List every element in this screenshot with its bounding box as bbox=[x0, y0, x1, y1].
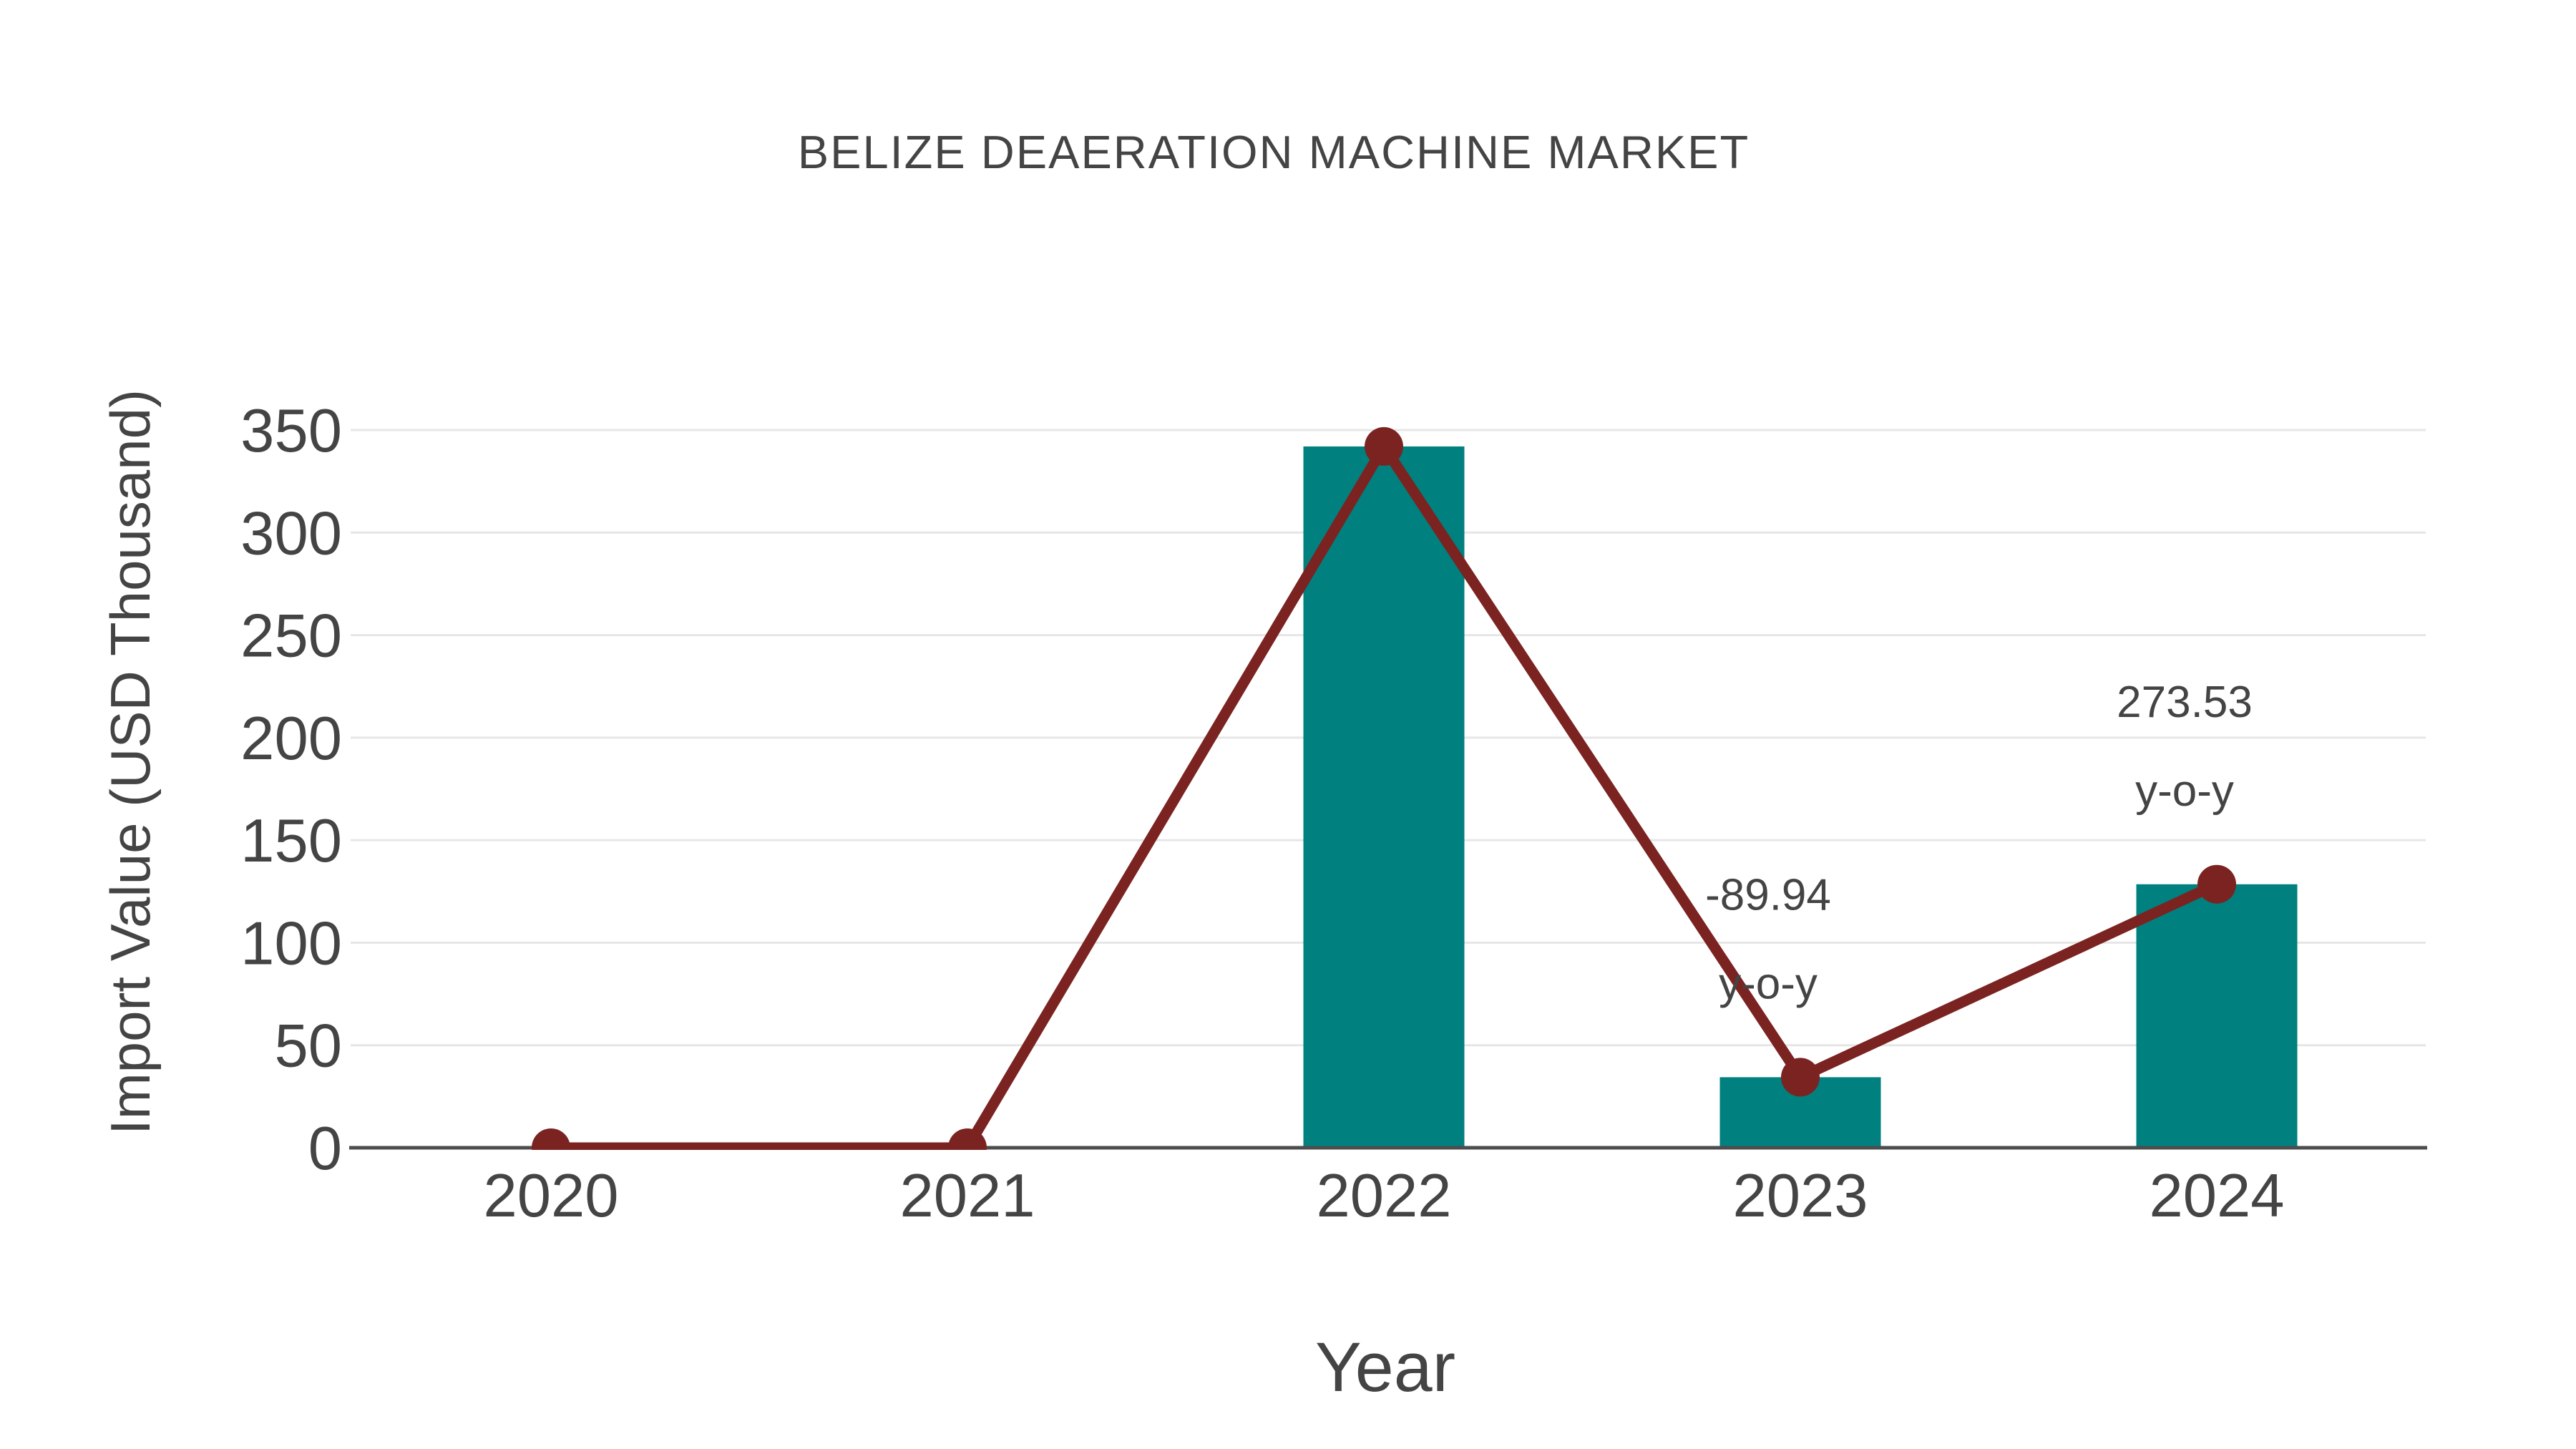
line-series bbox=[532, 426, 2236, 1167]
marker-2023[interactable] bbox=[1781, 1058, 1820, 1097]
annotation-2023-line1: -89.94 bbox=[1705, 870, 1831, 919]
x-axis-title: Year bbox=[1315, 1328, 1455, 1406]
marker-2021[interactable] bbox=[948, 1128, 987, 1167]
x-tick-2022: 2022 bbox=[1316, 1162, 1451, 1230]
marker-2024[interactable] bbox=[2197, 864, 2236, 904]
y-tick-0: 0 bbox=[308, 1115, 342, 1183]
bar-2022[interactable] bbox=[1303, 446, 1465, 1148]
x-tick-2024: 2024 bbox=[2149, 1162, 2284, 1230]
y-tick-50: 50 bbox=[274, 1013, 342, 1080]
x-tick-2021: 2021 bbox=[899, 1162, 1035, 1230]
x-tick-2020: 2020 bbox=[483, 1162, 618, 1230]
y-tick-300: 300 bbox=[240, 499, 342, 567]
y-tick-200: 200 bbox=[240, 705, 342, 773]
x-tick-2023: 2023 bbox=[1732, 1162, 1868, 1230]
annotation-2024-line1: 273.53 bbox=[2117, 678, 2253, 727]
annotation-2023-line2: y-o-y bbox=[1719, 959, 1818, 1008]
marker-2022[interactable] bbox=[1365, 426, 1403, 466]
y-axis-title: Import Value (USD Thousand) bbox=[99, 389, 162, 1135]
marker-2020[interactable] bbox=[532, 1128, 570, 1167]
y-tick-100: 100 bbox=[240, 909, 342, 977]
bar-2024[interactable] bbox=[2136, 884, 2298, 1148]
annotation-2024-line2: y-o-y bbox=[2135, 766, 2234, 816]
y-tick-250: 250 bbox=[240, 602, 342, 670]
y-tick-150: 150 bbox=[240, 807, 342, 875]
chart-title: BELIZE DEAERATION MACHINE MARKET bbox=[797, 126, 1750, 178]
y-tick-350: 350 bbox=[240, 397, 342, 465]
